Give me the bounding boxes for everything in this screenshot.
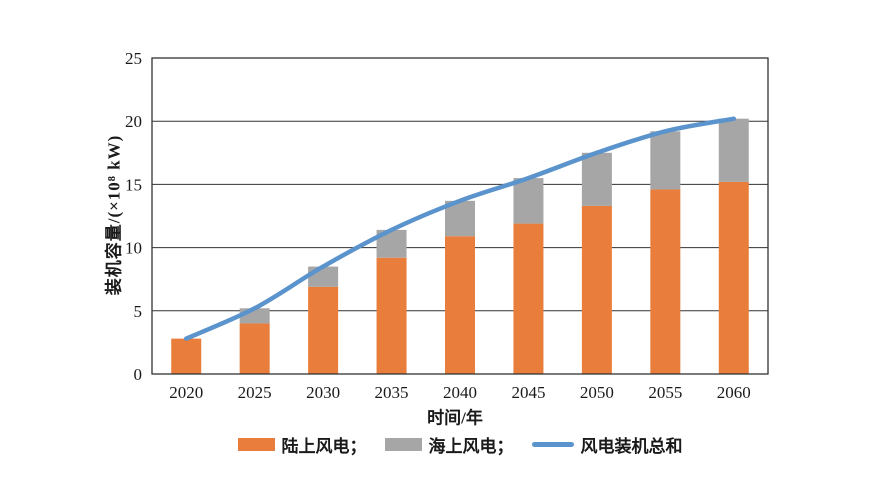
x-tick-label: 2055 (648, 383, 682, 402)
bar-offshore-2050 (581, 152, 612, 206)
bar-onshore-2055 (650, 189, 681, 374)
legend-item-onshore-wind: 陆上风电； (237, 432, 367, 457)
legend-item-offshore-wind: 海上风电； (384, 432, 514, 457)
plot-border (151, 57, 769, 375)
bar-onshore-2025 (239, 323, 270, 374)
bar-offshore-2030 (308, 266, 339, 287)
legend-item-total-wind: 风电装机总和 (531, 432, 683, 457)
x-tick-label: 2030 (306, 383, 340, 402)
legend-label-onshore-wind: 陆上风电； (281, 437, 367, 456)
bar-offshore-2060 (718, 118, 749, 182)
x-tick-label: 2060 (717, 383, 751, 402)
y-axis-title: 装机容量/(×10⁸ kW) (104, 134, 124, 296)
bar-onshore-2020 (171, 338, 202, 374)
legend: 陆上风电； 海上风电； 风电装机总和 (152, 432, 768, 457)
y-tick-label: 0 (134, 365, 143, 384)
x-tick-label: 2025 (238, 383, 272, 402)
legend-label-total-wind: 风电装机总和 (580, 437, 683, 456)
x-tick-label: 2020 (169, 383, 203, 402)
bar-onshore-2030 (308, 286, 339, 374)
bar-offshore-2055 (650, 131, 681, 190)
bar-onshore-2050 (581, 205, 612, 374)
x-axis-title: 时间/年 (427, 408, 483, 428)
x-tick-label: 2050 (580, 383, 614, 402)
bar-onshore-2040 (445, 236, 475, 374)
y-tick-label: 10 (125, 239, 142, 258)
total-wind-line-swatch (531, 442, 574, 447)
bar-onshore-2045 (513, 223, 544, 374)
bar-onshore-2060 (718, 181, 749, 374)
y-tick-label: 20 (125, 112, 142, 131)
y-tick-label: 15 (125, 175, 142, 194)
bar-offshore-2045 (513, 178, 544, 224)
legend-label-offshore-wind: 海上风电； (428, 437, 514, 456)
y-tick-label: 5 (134, 302, 143, 321)
x-tick-label: 2040 (443, 383, 477, 402)
y-tick-label: 25 (125, 49, 142, 68)
offshore-wind-swatch (384, 438, 422, 451)
bar-onshore-2035 (376, 257, 407, 374)
onshore-wind-swatch (237, 438, 275, 451)
x-tick-label: 2035 (375, 383, 409, 402)
total-capacity-line (183, 116, 737, 341)
x-tick-label: 2045 (511, 383, 545, 402)
